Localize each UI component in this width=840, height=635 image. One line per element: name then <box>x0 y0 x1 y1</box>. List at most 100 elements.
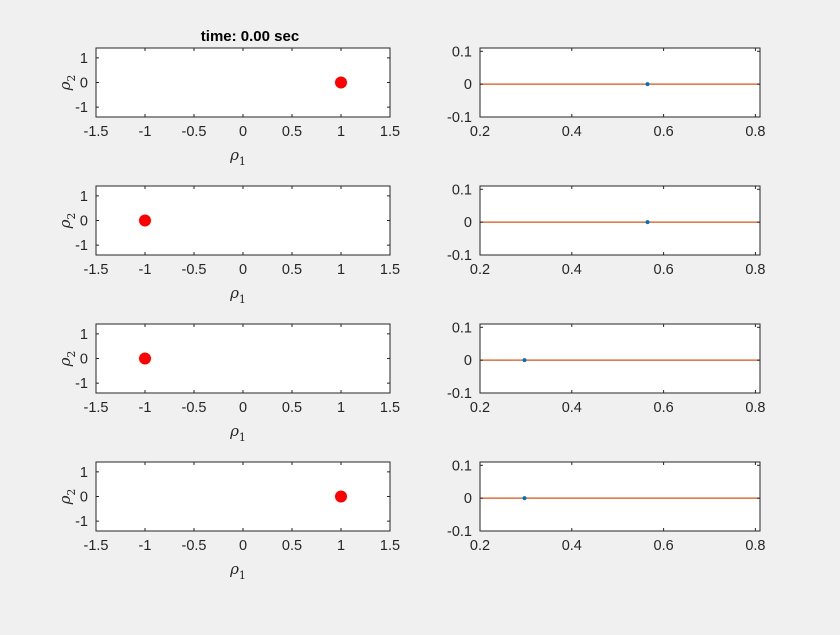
subplot-r1-c2: 0.2 0.4 0.6 0.8 -0.1 0 0.1 <box>447 44 765 140</box>
x-tick-label: 0 <box>239 124 247 140</box>
x-tick-label: -0.5 <box>182 124 207 140</box>
data-point <box>522 358 527 363</box>
axes-box <box>479 185 761 256</box>
y-tick-label: -0.1 <box>447 386 472 402</box>
x-tick-label: 0 <box>239 262 247 278</box>
axes-background <box>480 48 760 117</box>
x-tick-label: -1.5 <box>84 262 109 278</box>
y-tick-label: -1 <box>75 100 88 116</box>
x-tick-label: -1 <box>139 538 152 554</box>
y-axis-label: ρ2 <box>56 351 78 368</box>
axes-box <box>479 47 761 118</box>
x-tick-label: 0.4 <box>562 538 582 554</box>
x-tick-label: -0.5 <box>182 262 207 278</box>
data-point <box>522 496 527 501</box>
x-tick-label: 0.4 <box>562 124 582 140</box>
data-point <box>645 82 650 87</box>
x-axis-label: ρ1 <box>229 284 246 306</box>
subplot-r4-c1: -1.5 -1 -0.5 0 0.5 1 1.5 -1 0 1 ρ1 ρ2 <box>56 461 400 582</box>
subplot-r2-c2: 0.2 0.4 0.6 0.8 -0.1 0 0.1 <box>447 182 765 278</box>
data-point <box>139 214 151 227</box>
x-tick-label: 0 <box>239 400 247 416</box>
x-tick-label: 0.8 <box>745 124 765 140</box>
y-tick-label: -1 <box>75 376 88 392</box>
x-tick-label: -1.5 <box>84 124 109 140</box>
x-tick-label: -1.5 <box>84 538 109 554</box>
data-point <box>335 76 347 89</box>
y-tick-label: -0.1 <box>447 248 472 264</box>
y-tick-label: 1 <box>80 327 88 343</box>
y-tick-label: 0 <box>80 352 88 368</box>
x-tick-label: 0.6 <box>654 124 674 140</box>
x-tick-label: 1 <box>337 262 345 278</box>
y-tick-label: 1 <box>80 51 88 67</box>
x-tick-label: 0.8 <box>745 262 765 278</box>
x-tick-label: -0.5 <box>182 538 207 554</box>
y-tick-label: -1 <box>75 238 88 254</box>
x-tick-label: 1 <box>337 400 345 416</box>
x-tick-label: 0.5 <box>282 400 302 416</box>
x-tick-label: 0.4 <box>562 400 582 416</box>
y-tick-label: 0 <box>464 353 472 369</box>
x-tick-label: 0.2 <box>470 538 490 554</box>
x-axis-label: ρ1 <box>229 560 246 582</box>
x-tick-label: -1.5 <box>84 400 109 416</box>
x-tick-label: -1 <box>139 262 152 278</box>
axes-background <box>480 324 760 393</box>
y-tick-label: -0.1 <box>447 110 472 126</box>
x-tick-label: 0.4 <box>562 262 582 278</box>
x-axis-label: ρ1 <box>229 422 246 444</box>
y-tick-label: 0 <box>464 215 472 231</box>
data-point <box>645 220 650 225</box>
y-tick-label: 0 <box>80 490 88 506</box>
y-tick-label: 0.1 <box>452 44 472 60</box>
y-tick-label: 1 <box>80 189 88 205</box>
x-tick-label: -1 <box>139 124 152 140</box>
axes-box <box>479 461 761 532</box>
x-tick-label: 0.5 <box>282 538 302 554</box>
x-tick-label: 0.8 <box>745 400 765 416</box>
data-point <box>139 352 151 365</box>
subplot-r3-c1: -1.5 -1 -0.5 0 0.5 1 1.5 -1 0 1 ρ1 ρ2 <box>56 323 400 444</box>
y-tick-label: -0.1 <box>447 524 472 540</box>
x-tick-label: 1.5 <box>380 538 400 554</box>
x-tick-label: 0.6 <box>654 262 674 278</box>
x-tick-label: 0.5 <box>282 124 302 140</box>
subplot-r1-c1: -1.5 -1 -0.5 0 0.5 1 1.5 -1 0 1 ρ1 ρ2 time: 0.00 sec <box>56 28 400 168</box>
y-tick-label: 0.1 <box>452 182 472 198</box>
y-axis-label: ρ2 <box>56 213 78 230</box>
y-tick-label: 0 <box>464 77 472 93</box>
x-tick-label: 0.5 <box>282 262 302 278</box>
x-tick-label: 0.6 <box>654 400 674 416</box>
x-tick-label: 1 <box>337 124 345 140</box>
y-tick-label: 0.1 <box>452 458 472 474</box>
axes-background <box>480 186 760 255</box>
data-point <box>335 490 347 503</box>
x-tick-label: 0.2 <box>470 400 490 416</box>
x-tick-label: 0.2 <box>470 124 490 140</box>
y-axis-label: ρ2 <box>56 75 78 92</box>
x-tick-label: 1.5 <box>380 400 400 416</box>
x-tick-label: 0.2 <box>470 262 490 278</box>
y-tick-label: 0 <box>80 214 88 230</box>
y-tick-label: 0 <box>80 76 88 92</box>
x-tick-label: 0 <box>239 538 247 554</box>
x-axis-label: ρ1 <box>229 146 246 168</box>
subplot-r2-c1: -1.5 -1 -0.5 0 0.5 1 1.5 -1 0 1 ρ1 ρ2 <box>56 185 400 306</box>
axes-background <box>480 462 760 531</box>
x-tick-label: 1.5 <box>380 124 400 140</box>
x-tick-label: 0.8 <box>745 538 765 554</box>
x-tick-label: -1 <box>139 400 152 416</box>
y-tick-label: 0.1 <box>452 320 472 336</box>
y-axis-label: ρ2 <box>56 489 78 506</box>
x-tick-label: 1 <box>337 538 345 554</box>
axes-box <box>479 323 761 394</box>
chart-title: time: 0.00 sec <box>201 28 299 45</box>
x-tick-label: -0.5 <box>182 400 207 416</box>
y-tick-label: 1 <box>80 465 88 481</box>
x-tick-label: 1.5 <box>380 262 400 278</box>
x-tick-label: 0.6 <box>654 538 674 554</box>
subplot-r4-c2: 0.2 0.4 0.6 0.8 -0.1 0 0.1 <box>447 458 765 554</box>
